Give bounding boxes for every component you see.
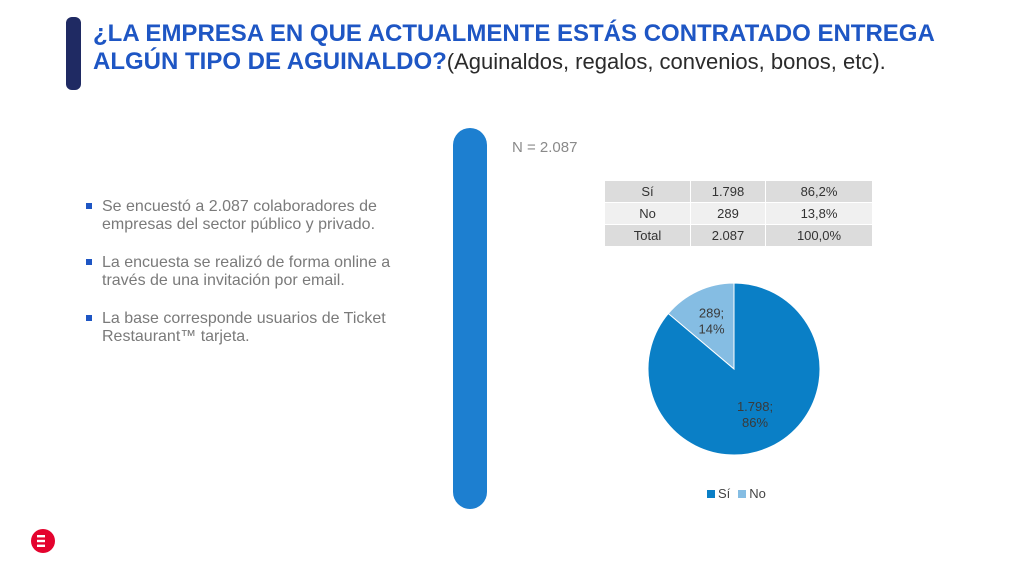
- legend-label: No: [749, 486, 766, 501]
- table-cell: 1.798: [690, 180, 766, 203]
- pie-slice-si: [647, 282, 821, 456]
- bullet-item: La encuesta se realizó de forma online a…: [84, 254, 414, 290]
- pie-value-label: 289;: [699, 306, 724, 321]
- bullet-text: Se encuestó a 2.087 colaboradores de emp…: [102, 198, 377, 233]
- bullet-item: Se encuestó a 2.087 colaboradores de emp…: [84, 198, 414, 234]
- table-cell: 13,8%: [765, 202, 873, 225]
- page-title: ¿LA EMPRESA EN QUE ACTUALMENTE ESTÁS CON…: [93, 20, 993, 76]
- table-cell: Total: [604, 224, 691, 247]
- table-cell: 2.087: [690, 224, 766, 247]
- chart-legend: Sí No: [707, 486, 766, 501]
- pie-value-label: 1.798;: [737, 399, 773, 414]
- legend-item-no: No: [738, 486, 766, 501]
- table-row: No 289 13,8%: [604, 202, 873, 225]
- title-accent-bar: [66, 17, 81, 90]
- legend-label: Sí: [718, 486, 731, 501]
- legend-swatch: [707, 490, 715, 498]
- table-cell: Sí: [604, 180, 691, 203]
- table-cell: 100,0%: [765, 224, 873, 247]
- bullet-square-icon: [86, 315, 92, 321]
- bullet-square-icon: [86, 203, 92, 209]
- table-row: Total 2.087 100,0%: [604, 224, 873, 247]
- pie-chart: 289;14% 1.798;86%: [647, 282, 821, 456]
- pie-slice-no: [667, 282, 735, 371]
- title-main: ¿LA EMPRESA EN QUE ACTUALMENTE ESTÁS CON…: [93, 20, 934, 75]
- vertical-divider-bar: [453, 128, 487, 509]
- table-row: Sí 1.798 86,2%: [604, 180, 873, 203]
- bullet-text: La encuesta se realizó de forma online a…: [102, 254, 391, 289]
- results-table: Sí 1.798 86,2% No 289 13,8% Total 2.087 …: [604, 180, 873, 247]
- table-cell: 289: [690, 202, 766, 225]
- bullet-list: Se encuestó a 2.087 colaboradores de emp…: [84, 198, 414, 366]
- pie-percent-label: 14%: [699, 322, 725, 337]
- bullet-item: La base corresponde usuarios de Ticket R…: [84, 310, 414, 346]
- table-cell: 86,2%: [765, 180, 873, 203]
- table-cell: No: [604, 202, 691, 225]
- bullet-text: La base corresponde usuarios de Ticket R…: [102, 310, 386, 345]
- bullet-square-icon: [86, 259, 92, 265]
- edenred-logo-icon: [31, 529, 55, 553]
- legend-swatch: [738, 490, 747, 498]
- title-subtitle: (Aguinaldos, regalos, convenios, bonos, …: [446, 49, 886, 74]
- pie-percent-label: 86%: [742, 415, 768, 430]
- legend-item-si: Sí: [707, 486, 730, 501]
- sample-size-label: N = 2.087: [512, 139, 578, 156]
